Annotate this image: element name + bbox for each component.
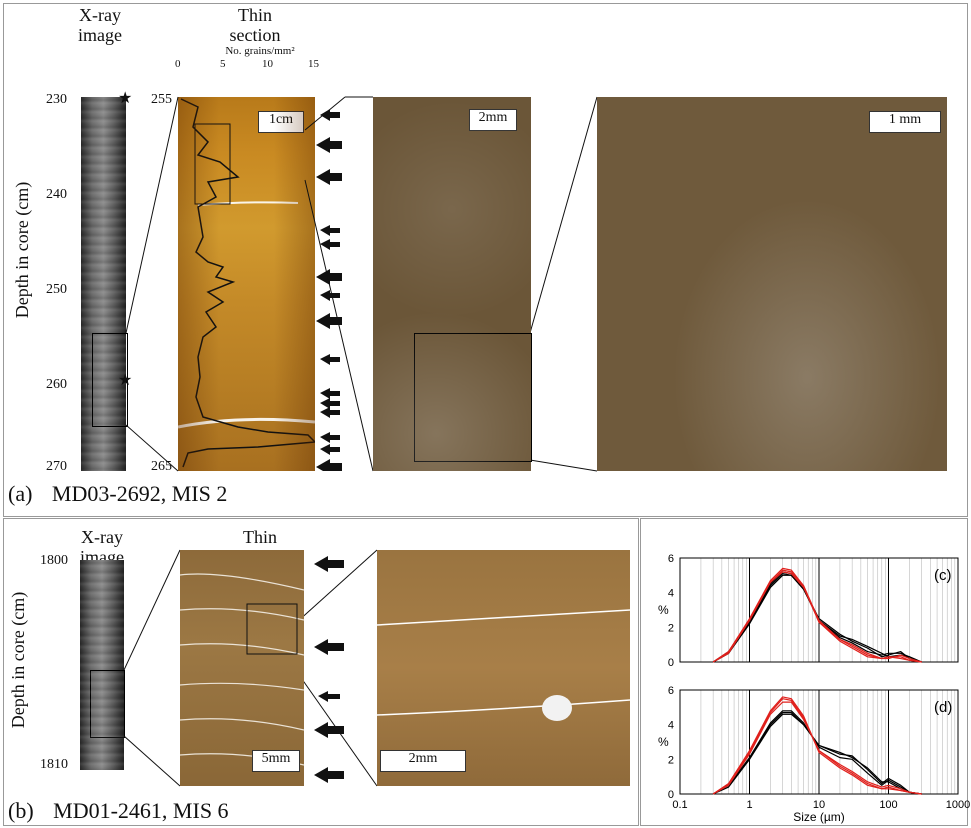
depth-tick-260: 260: [46, 377, 67, 392]
micrograph-1mm-a: 1 mm: [597, 97, 947, 471]
thin-title-b-line1: Thin: [243, 527, 277, 547]
thin-depth-tick-265: 265: [151, 459, 172, 474]
grains-axis-label: No. grains/mm²: [225, 45, 295, 57]
micrograph-2mm-a: 2mm: [373, 97, 532, 471]
micrograph-b-veins: [377, 609, 630, 721]
series-line-red: [712, 701, 922, 795]
y-tick-label: 0: [668, 789, 674, 801]
x-tick-label: 0.1: [672, 799, 687, 811]
y-tick-label: 2: [668, 622, 674, 634]
series-line-black: [712, 572, 922, 663]
chart-panel-label: (c): [934, 567, 952, 584]
x-tick-label: 1000: [946, 799, 970, 811]
depth-tick-240: 240: [46, 187, 67, 202]
grains-tick-15: 15: [308, 58, 319, 70]
xray-title-b-line1: X-ray: [81, 527, 123, 547]
plot-frame: [679, 557, 959, 663]
caption-a-letter: (a): [8, 481, 33, 506]
x-tick-label: 1: [746, 799, 752, 811]
panel-a-frame: [3, 3, 968, 517]
scale-bar-1mm: 1 mm: [869, 111, 941, 133]
star-icon: ★: [118, 88, 133, 107]
scale-bar-2mm-b-label: 2mm: [408, 751, 438, 766]
y-tick-label: 0: [668, 657, 674, 669]
caption-b-letter: (b): [8, 798, 34, 823]
series-line-red: [712, 696, 922, 795]
depth-tick-1810: 1810: [40, 757, 68, 772]
caption-b: (b) MD01-2461, MIS 6: [8, 798, 229, 824]
x-tick-label: 100: [879, 799, 897, 811]
xray-title-a: X-ray image: [55, 5, 145, 45]
xray-title-a-line1: X-ray: [79, 5, 121, 25]
xray-title-a-line2: image: [78, 25, 122, 45]
series-line-black: [712, 713, 922, 795]
x-tick-label: 10: [813, 799, 825, 811]
caption-a: (a) MD03-2692, MIS 2: [8, 481, 227, 507]
series-line-black: [712, 710, 922, 795]
layer-arrows-a: [316, 109, 342, 471]
caption-b-text: MD01-2461, MIS 6: [53, 798, 229, 823]
caption-a-text: MD03-2692, MIS 2: [51, 481, 228, 506]
thin-depth-tick-255: 255: [151, 92, 172, 107]
depth-tick-1800: 1800: [40, 553, 68, 568]
x-axis-label: Size (µm): [793, 810, 845, 824]
thin-section-a: 1cm: [178, 97, 315, 471]
scale-bar-2mm-b: 2mm: [380, 750, 466, 772]
y-tick-label: 4: [668, 588, 674, 600]
thin-title-a-line1: Thin: [238, 5, 272, 25]
series-line-red: [712, 698, 922, 795]
series-line-red: [712, 569, 922, 663]
scale-bar-2mm-a: 2mm: [469, 109, 517, 131]
y-tick-label: 6: [668, 553, 674, 565]
charts-frame: [640, 518, 968, 826]
y-tick-label: 4: [668, 720, 674, 732]
panel-b-frame: [3, 518, 639, 826]
grains-tick-10: 10: [262, 58, 273, 70]
depth-tick-250: 250: [46, 282, 67, 297]
depth-tick-270: 270: [46, 459, 67, 474]
layer-arrows-b: [314, 556, 344, 783]
series-line-red: [712, 571, 922, 663]
y-tick-label: 6: [668, 685, 674, 697]
scale-bar-5mm: 5mm: [252, 750, 300, 772]
y-axis-label: %: [658, 603, 669, 617]
series-line-black: [712, 574, 922, 663]
micrograph-zoom-box: [414, 333, 532, 462]
thin-title-a: Thin section: [210, 5, 300, 45]
plot-frame: [679, 689, 959, 795]
scale-bar-2mm-a-label: 2mm: [478, 110, 508, 125]
xray-image-a: [81, 97, 126, 471]
grain-size-charts: 0 2 4 6% (c) 0 2 4 6% (d) 0.1 1 10 100 1000 Size (µm): [658, 553, 970, 824]
xray-zoom-box-a: [92, 333, 128, 427]
zoom-connectors-a: [125, 96, 598, 472]
y-tick-label: 2: [668, 754, 674, 766]
thin-title-a-line2: section: [229, 25, 281, 45]
thin-section-b: 5mm: [180, 550, 304, 786]
chart-panel-label: (d): [934, 699, 952, 716]
micrograph-2mm-b: 2mm: [377, 550, 630, 786]
grains-tick-0: 0: [175, 58, 181, 70]
depth-tick-230: 230: [46, 92, 67, 107]
star-icon: ★: [118, 370, 133, 389]
y-axis-label: %: [658, 735, 669, 749]
grains-tick-5: 5: [220, 58, 226, 70]
xray-image-b: [80, 560, 125, 770]
scale-bar-1mm-label: 1 mm: [888, 112, 922, 127]
scale-bar-5mm-label: 5mm: [261, 751, 291, 766]
